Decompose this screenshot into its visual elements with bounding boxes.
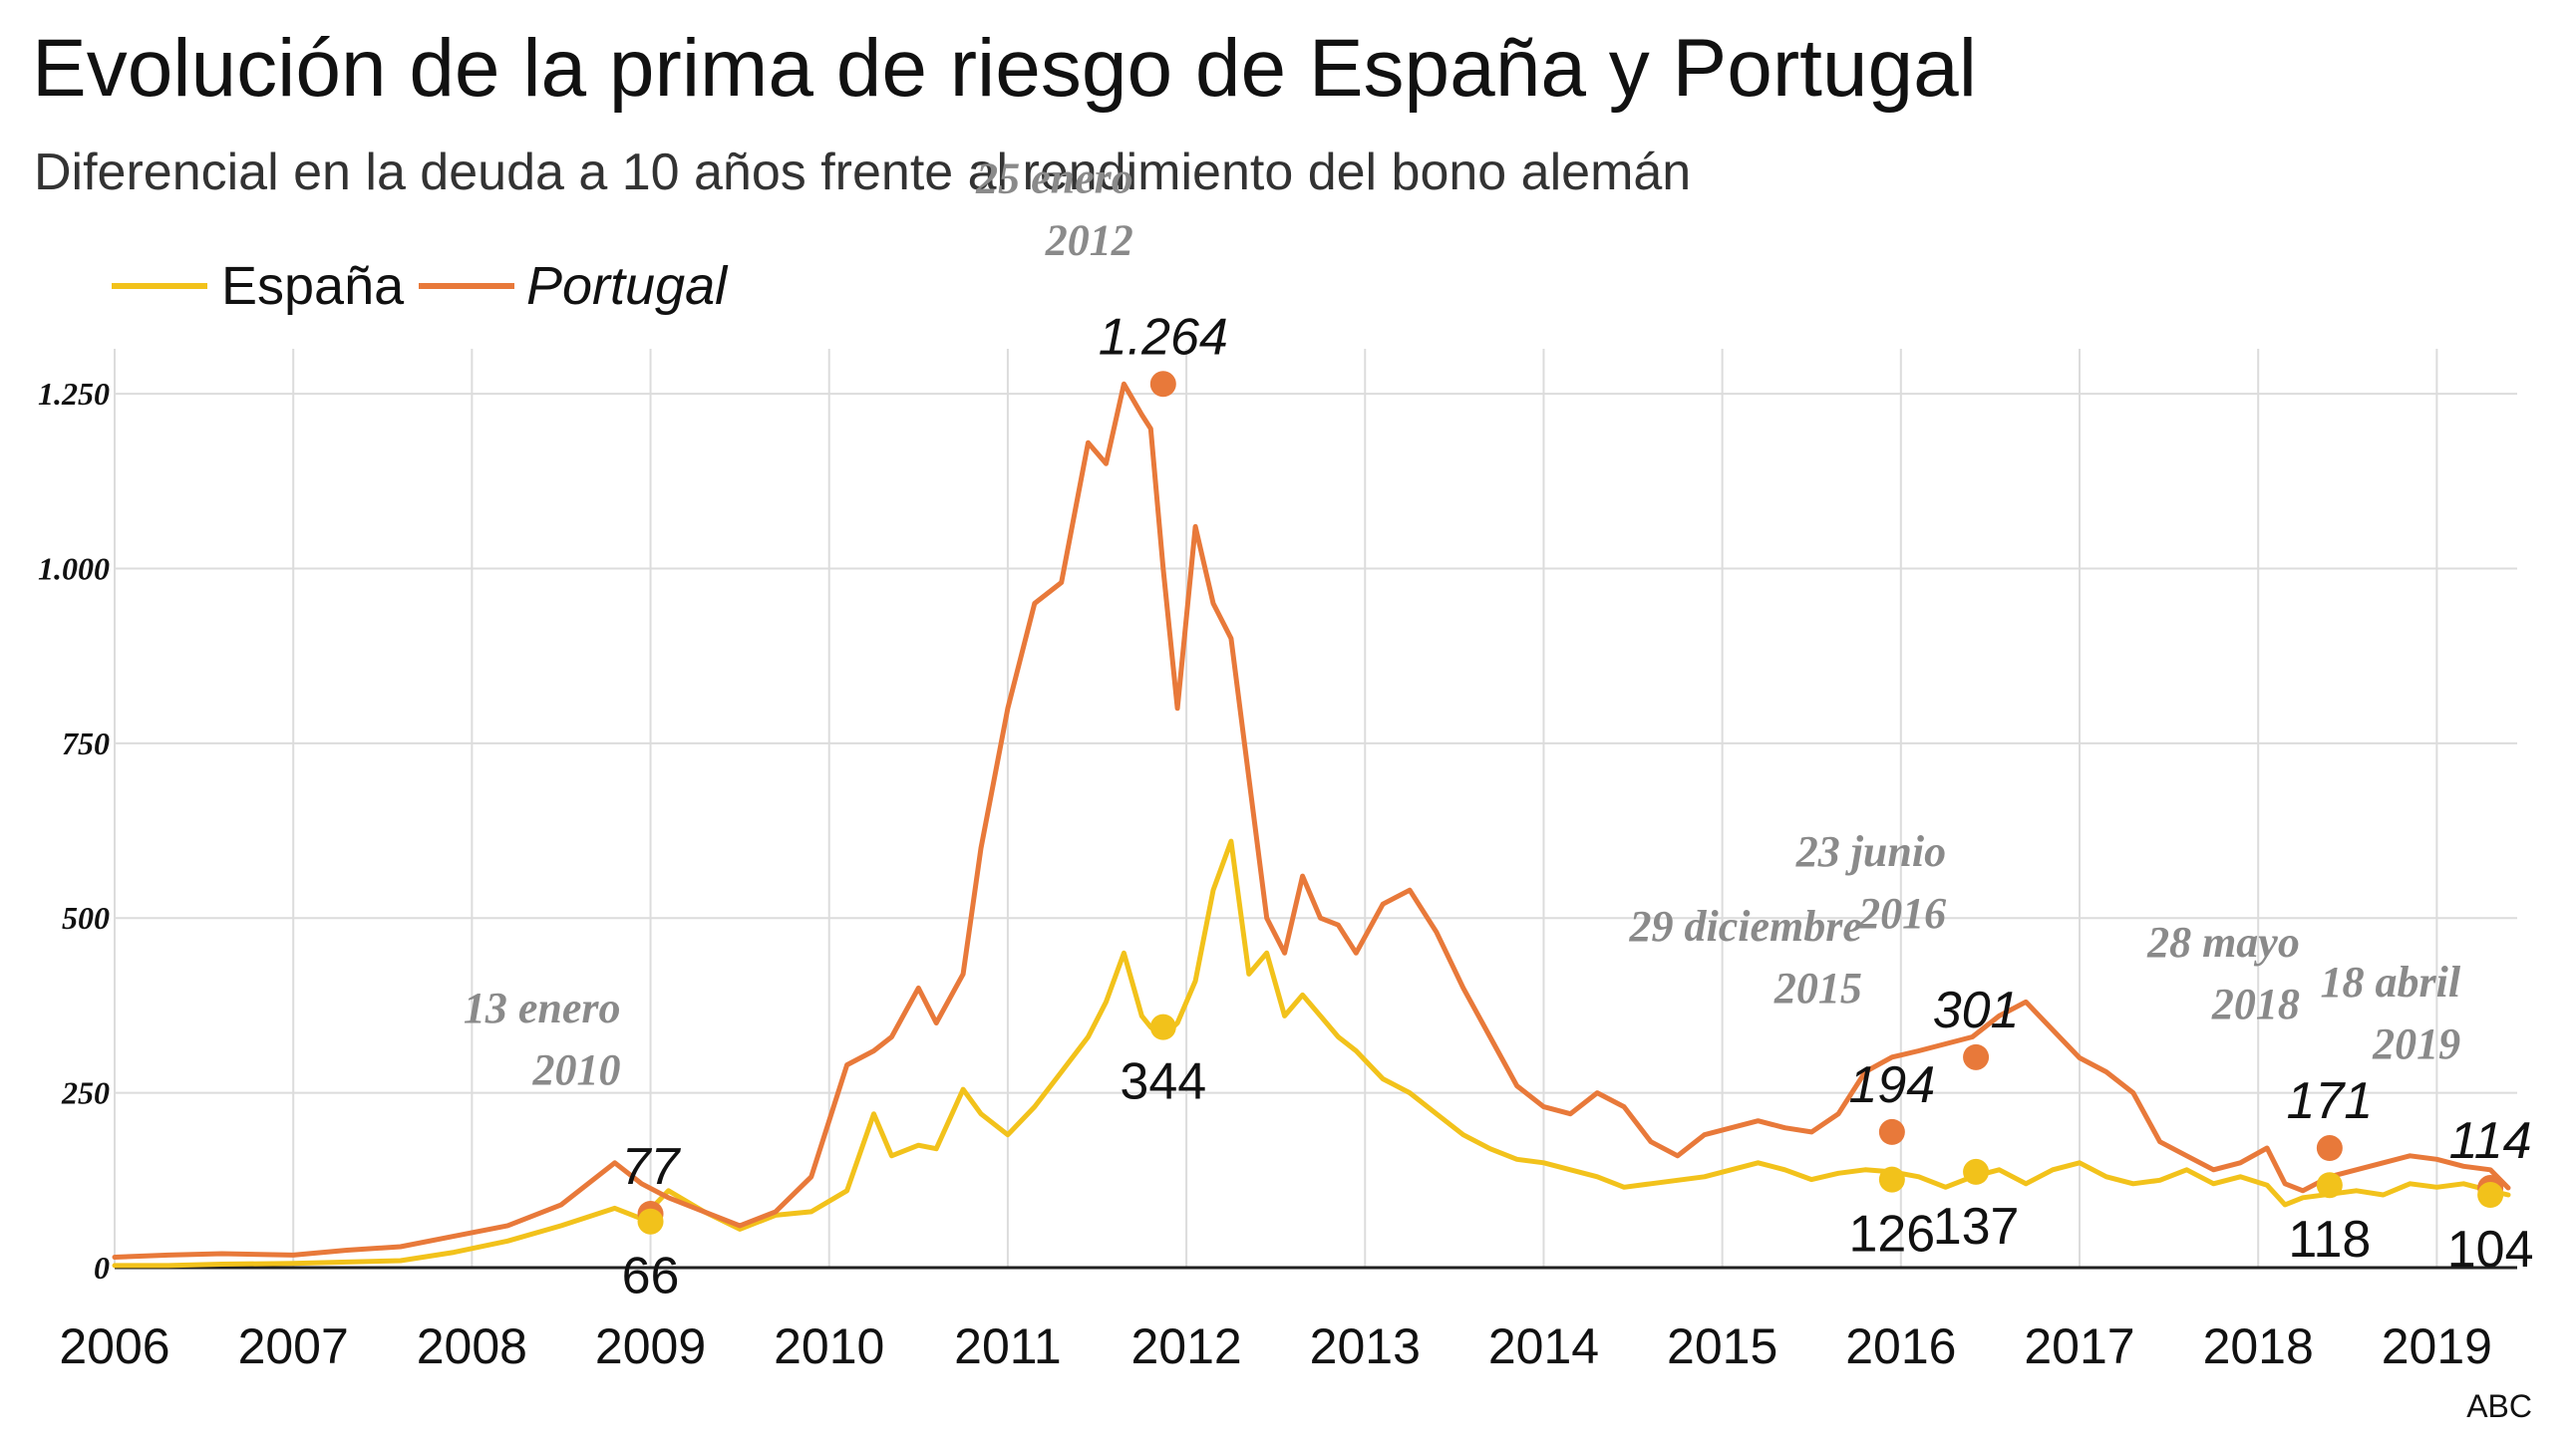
x-tick-label: 2018 xyxy=(2203,1318,2314,1374)
x-tick-label: 2009 xyxy=(595,1318,706,1374)
annotations: 77 13 enero 2010 66 1.264 25 enero 2012 344 194 2… xyxy=(464,153,2534,1304)
value-label-spain: 104 xyxy=(2447,1221,2534,1279)
annotation-date: 28 mayo xyxy=(2146,918,2300,967)
marker-portugal xyxy=(1878,1118,1905,1145)
x-tick-label: 2013 xyxy=(1310,1318,1421,1374)
x-tick-label: 2010 xyxy=(774,1318,884,1374)
x-tick-label: 2012 xyxy=(1130,1318,1241,1374)
y-tick-label: 500 xyxy=(62,900,110,936)
value-label-spain: 66 xyxy=(622,1248,680,1305)
chart-title: Evolución de la prima de riesgo de Españ… xyxy=(32,23,1977,114)
marker-portugal xyxy=(1149,371,1176,398)
legend: España Portugal xyxy=(112,256,729,316)
marker-portugal xyxy=(1963,1043,1990,1070)
value-label-portugal: 301 xyxy=(1933,982,2020,1039)
annotation-date: 25 enero xyxy=(975,153,1133,202)
source-label: ABC xyxy=(2466,1388,2532,1424)
value-label-portugal: 77 xyxy=(622,1138,682,1196)
x-tick-label: 2017 xyxy=(2024,1318,2134,1374)
marker-portugal xyxy=(2316,1135,2343,1162)
y-axis-ticks: 0 250 500 750 1.000 1.250 xyxy=(38,376,110,1286)
y-tick-label: 750 xyxy=(62,725,110,761)
series xyxy=(112,381,2511,1269)
y-tick-label: 0 xyxy=(94,1250,110,1286)
y-tick-label: 250 xyxy=(61,1075,110,1111)
x-tick-label: 2011 xyxy=(954,1318,1062,1374)
x-tick-label: 2016 xyxy=(1845,1318,1956,1374)
value-label-portugal: 171 xyxy=(2286,1072,2373,1130)
marker-spain xyxy=(1963,1158,1990,1185)
marker-spain xyxy=(1878,1166,1905,1193)
value-label-spain: 126 xyxy=(1848,1206,1935,1264)
marker-spain xyxy=(637,1208,664,1235)
grid xyxy=(114,349,2517,1270)
annotation-date: 2010 xyxy=(532,1045,621,1094)
marker-spain xyxy=(1149,1014,1176,1040)
annotation-date: 2012 xyxy=(1045,215,1133,264)
x-tick-label: 2014 xyxy=(1488,1318,1599,1374)
annotation-date: 2016 xyxy=(1857,889,1946,938)
annotation-date: 13 enero xyxy=(464,984,621,1032)
value-label-spain: 137 xyxy=(1933,1198,2020,1256)
y-tick-label: 1.000 xyxy=(38,550,110,586)
annotation-date: 18 abril xyxy=(2321,958,2461,1007)
value-label-spain: 344 xyxy=(1120,1053,1206,1111)
x-tick-label: 2006 xyxy=(59,1318,169,1374)
x-axis-ticks: 2006 2007 2008 2009 2010 2011 2012 2013 2014 2015… xyxy=(59,1318,2492,1374)
x-tick-label: 2019 xyxy=(2382,1318,2492,1374)
annotation-date: 2018 xyxy=(2211,980,2300,1028)
marker-spain xyxy=(2477,1182,2504,1209)
x-tick-label: 2007 xyxy=(238,1318,349,1374)
value-label-spain: 118 xyxy=(2288,1211,2371,1269)
series-line-spain xyxy=(112,838,2511,1269)
legend-label-spain: España xyxy=(221,256,405,316)
annotation-date: 23 junio xyxy=(1795,827,1946,876)
annotation-date: 2019 xyxy=(2372,1019,2460,1068)
series-line-portugal xyxy=(112,381,2511,1260)
chart-subtitle: Diferencial en la deuda a 10 años frente… xyxy=(34,144,1691,201)
legend-label-portugal: Portugal xyxy=(526,256,729,316)
x-tick-label: 2008 xyxy=(417,1318,527,1374)
x-tick-label: 2015 xyxy=(1667,1318,1777,1374)
value-label-portugal: 114 xyxy=(2449,1112,2532,1170)
value-label-portugal: 1.264 xyxy=(1099,308,1228,366)
annotation-date: 29 diciembre xyxy=(1628,902,1861,951)
annotation-date: 2015 xyxy=(1773,964,1862,1013)
value-label-portugal: 194 xyxy=(1848,1056,1935,1114)
y-tick-label: 1.250 xyxy=(38,376,110,412)
marker-spain xyxy=(2316,1172,2343,1199)
